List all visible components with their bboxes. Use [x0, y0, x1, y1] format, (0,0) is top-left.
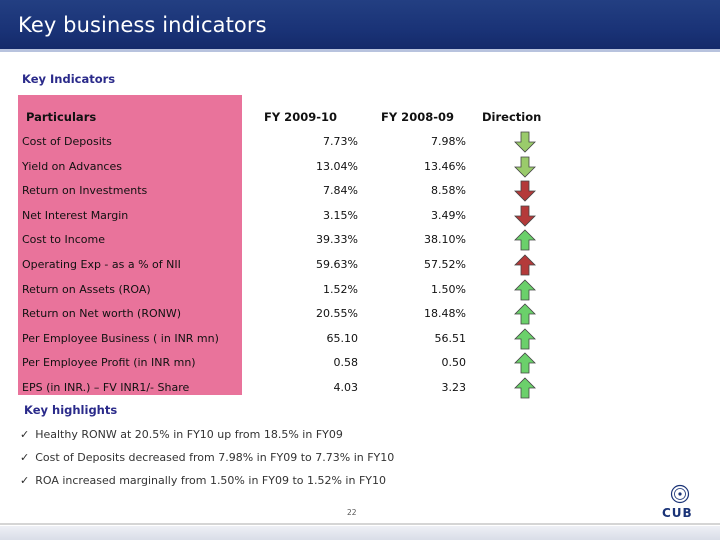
table-row: EPS (in INR.) – FV INR1/- Share 4.03 3.23	[0, 377, 720, 401]
table-row: Yield on Advances 13.04% 13.46%	[0, 156, 720, 180]
arrow-up-icon	[514, 279, 536, 300]
arrow-up-icon	[514, 303, 536, 325]
table-row: Per Employee Business ( in INR mn) 65.10 5…	[0, 328, 720, 352]
table-row: Operating Exp - as a % of NII 59.63% 57.52…	[0, 254, 720, 278]
label-column-background	[18, 95, 242, 395]
row-label: Cost to Income	[22, 233, 105, 247]
highlight-text: Cost of Deposits decreased from 7.98% in…	[35, 451, 395, 464]
value-fy2008-09: 8.58%	[431, 184, 466, 198]
value-fy2009-10: 65.10	[326, 331, 359, 345]
check-icon: ✓	[20, 428, 30, 441]
row-label: Return on Assets (ROA)	[22, 282, 151, 296]
value-fy2008-09: 3.49%	[431, 208, 466, 222]
highlight-item: ✓ Cost of Deposits decreased from 7.98% i…	[20, 451, 394, 464]
footer-line	[0, 523, 720, 525]
value-fy2009-10: 1.52%	[323, 282, 358, 296]
page-number: 22	[347, 508, 357, 517]
value-fy2009-10: 39.33%	[316, 233, 358, 247]
arrow-down-icon	[514, 180, 536, 202]
emblem-icon	[670, 484, 690, 504]
table-row: Cost to Income 39.33% 38.10%	[0, 229, 720, 253]
value-fy2008-09: 38.10%	[424, 233, 466, 247]
value-fy2008-09: 57.52%	[424, 258, 466, 271]
row-label: Per Employee Business ( in INR mn)	[22, 331, 219, 345]
table-row: Per Employee Profit (in INR mn) 0.58 0.50	[0, 352, 720, 376]
value-fy2008-09: 18.48%	[424, 307, 466, 321]
arrow-down-icon	[514, 131, 536, 153]
header-particulars: Particulars	[26, 110, 97, 124]
value-fy2009-10: 0.58	[333, 356, 359, 370]
row-label: Operating Exp - as a % of NII	[22, 258, 181, 271]
row-label: Yield on Advances	[22, 159, 122, 173]
table-row: Return on Investments 7.84% 8.58%	[0, 180, 720, 204]
arrow-up-icon	[514, 229, 536, 251]
header-fy2009-10: FY 2009-10	[264, 110, 337, 124]
arrow-up-icon	[514, 377, 536, 399]
value-fy2009-10: 3.15%	[323, 208, 358, 222]
value-fy2009-10: 20.55%	[316, 307, 358, 321]
row-label: Cost of Deposits	[22, 135, 112, 148]
header-direction: Direction	[482, 110, 542, 124]
arrow-down-icon	[514, 156, 536, 178]
header-fy2008-09: FY 2008-09	[381, 110, 454, 124]
value-fy2008-09: 3.23	[441, 381, 467, 394]
highlight-item: ✓ ROA increased marginally from 1.50% in …	[20, 474, 386, 487]
value-fy2009-10: 4.03	[333, 381, 359, 394]
value-fy2009-10: 13.04%	[316, 159, 358, 173]
value-fy2008-09: 0.50	[441, 356, 467, 370]
value-fy2009-10: 7.84%	[323, 184, 358, 198]
logo-text: CUB	[662, 506, 693, 520]
value-fy2008-09: 13.46%	[424, 159, 466, 173]
title-bar: Key business indicators	[0, 0, 720, 49]
value-fy2008-09: 1.50%	[431, 282, 466, 296]
table-row: Cost of Deposits 7.73% 7.98%	[0, 131, 720, 155]
highlight-text: Healthy RONW at 20.5% in FY10 up from 18…	[35, 428, 343, 441]
row-label: EPS (in INR.) – FV INR1/- Share	[22, 381, 190, 394]
row-label: Per Employee Profit (in INR mn)	[22, 356, 196, 370]
row-label: Return on Investments	[22, 184, 148, 198]
table-row: Net Interest Margin 3.15% 3.49%	[0, 205, 720, 229]
arrow-down-icon	[514, 205, 536, 227]
table-row: Return on Assets (ROA) 1.52% 1.50%	[0, 279, 720, 303]
footer-band	[0, 526, 720, 540]
table-row: Return on Net worth (RONW) 20.55% 18.48%	[0, 303, 720, 327]
arrow-up-icon	[514, 254, 536, 276]
row-label: Net Interest Margin	[22, 208, 129, 222]
value-fy2008-09: 56.51	[434, 331, 467, 345]
page-title: Key business indicators	[18, 13, 267, 37]
value-fy2009-10: 59.63%	[316, 258, 358, 271]
row-label: Return on Net worth (RONW)	[22, 307, 182, 321]
cub-logo: CUB	[655, 484, 705, 520]
title-underline	[0, 49, 720, 52]
check-icon: ✓	[20, 474, 30, 487]
section-title: Key Indicators	[22, 72, 116, 86]
highlight-text: ROA increased marginally from 1.50% in F…	[35, 474, 386, 487]
label-column-header-background	[18, 95, 242, 133]
value-fy2008-09: 7.98%	[431, 135, 466, 148]
arrow-up-icon	[514, 352, 536, 374]
highlight-item: ✓ Healthy RONW at 20.5% in FY10 up from 1…	[20, 428, 343, 441]
check-icon: ✓	[20, 451, 30, 464]
highlights-title: Key highlights	[24, 403, 118, 417]
value-fy2009-10: 7.73%	[323, 135, 358, 148]
arrow-up-icon	[514, 328, 536, 350]
